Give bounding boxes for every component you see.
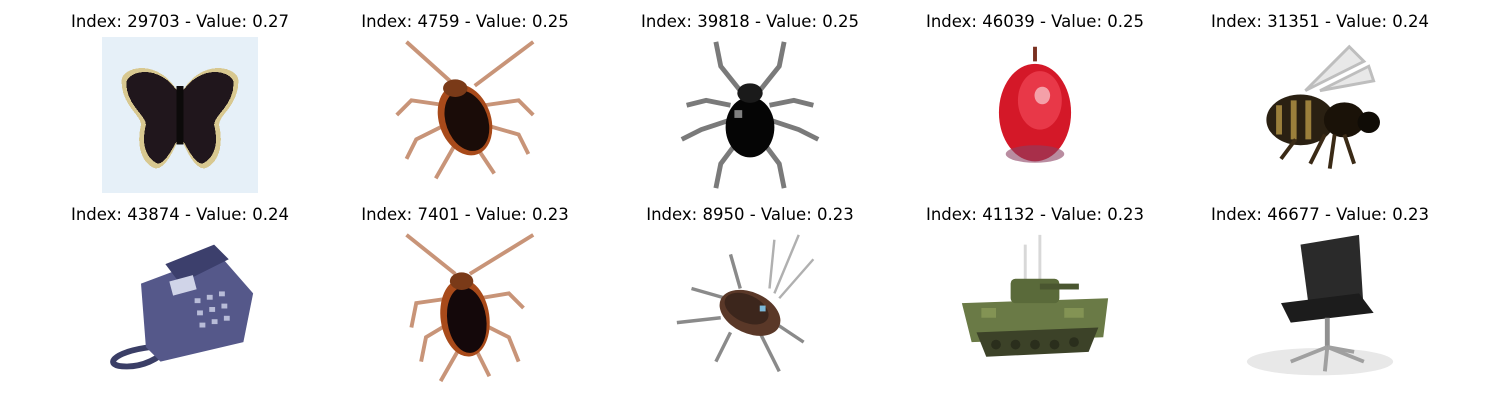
tank-thumbnail [957,230,1113,386]
panel-caption: Index: 8950 - Value: 0.23 [646,205,854,224]
panel-caption: Index: 41132 - Value: 0.23 [925,205,1144,224]
telephone-thumbnail [102,230,258,386]
cockroach-thumbnail [387,37,543,193]
panel-caption: Index: 46677 - Value: 0.23 [1210,205,1429,224]
bee-thumbnail [1242,37,1398,193]
chair-thumbnail [1242,230,1398,386]
beetle-thumbnail [672,37,828,193]
butterfly-thumbnail [102,37,258,193]
panel-caption: Index: 39818 - Value: 0.25 [640,12,859,31]
panel-caption: Index: 46039 - Value: 0.25 [925,12,1144,31]
cockroach-thumbnail [672,230,828,386]
apple-thumbnail [957,37,1113,193]
panel-caption: Index: 31351 - Value: 0.24 [1210,12,1429,31]
cockroach-thumbnail [387,230,543,386]
panel-caption: Index: 7401 - Value: 0.23 [361,205,569,224]
panel-caption: Index: 4759 - Value: 0.25 [361,12,569,31]
panel-caption: Index: 43874 - Value: 0.24 [70,205,289,224]
panel-caption: Index: 29703 - Value: 0.27 [70,12,289,31]
